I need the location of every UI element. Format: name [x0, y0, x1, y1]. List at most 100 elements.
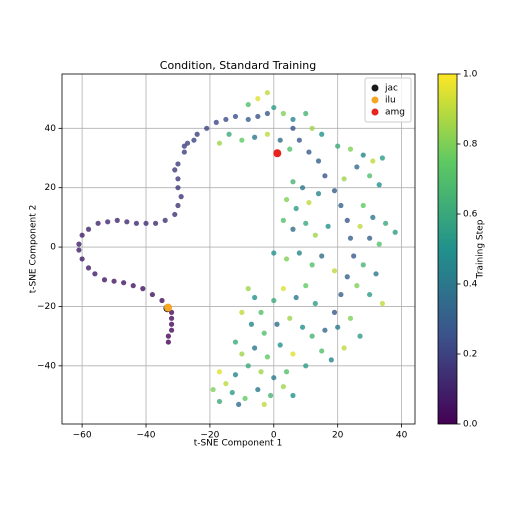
point: [274, 321, 280, 327]
point: [149, 291, 156, 298]
point: [168, 309, 175, 315]
point: [309, 262, 315, 268]
x-axis-label: t-SNE Component 1: [194, 439, 283, 449]
point: [303, 363, 309, 369]
point: [159, 297, 165, 304]
point: [309, 125, 315, 131]
point: [283, 256, 290, 262]
point: [296, 137, 302, 143]
point: [92, 271, 98, 277]
point: [290, 392, 296, 399]
point: [354, 283, 360, 289]
point: [175, 202, 181, 209]
point: [245, 363, 251, 369]
point: [322, 173, 328, 179]
point: [325, 223, 331, 229]
point: [277, 137, 283, 143]
point: [172, 167, 178, 173]
point: [76, 247, 82, 253]
legend-marker: [371, 96, 379, 104]
colorbar-tick-label: 0.4: [463, 280, 478, 290]
point: [101, 277, 108, 283]
point: [299, 185, 306, 191]
point: [367, 173, 373, 179]
point: [370, 214, 376, 220]
point: [232, 372, 239, 378]
point: [168, 321, 175, 327]
point: [255, 386, 261, 393]
point: [252, 345, 258, 351]
point: [226, 131, 232, 137]
point: [172, 211, 178, 218]
point: [242, 395, 248, 402]
colorbar-tick-label: 0.2: [463, 350, 477, 360]
x-tick-label: 40: [396, 431, 408, 441]
point: [306, 149, 312, 155]
point: [293, 294, 299, 301]
point: [165, 333, 171, 339]
point: [252, 294, 258, 301]
point: [360, 262, 366, 268]
point: [264, 131, 271, 137]
point: [351, 253, 357, 259]
point: [204, 125, 210, 131]
y-tick-label: 20: [45, 183, 57, 193]
colorbar-tick-label: 0.6: [463, 210, 478, 220]
y-tick-label: −20: [37, 302, 56, 312]
colorbar-tick-label: 0.8: [463, 140, 478, 150]
point: [347, 146, 354, 152]
point: [354, 164, 360, 170]
point: [245, 101, 251, 108]
point: [245, 286, 251, 292]
point: [85, 265, 92, 271]
point: [95, 220, 101, 226]
point: [114, 217, 120, 223]
point: [232, 339, 239, 345]
point: [79, 232, 85, 238]
highlight-point: [164, 303, 173, 312]
x-tick-label: −40: [137, 431, 156, 441]
point: [261, 330, 267, 336]
point: [335, 143, 341, 149]
point: [319, 253, 325, 259]
point: [133, 220, 140, 226]
point: [168, 315, 175, 321]
point: [373, 271, 379, 277]
point: [360, 152, 366, 158]
point: [213, 119, 219, 125]
point: [299, 324, 306, 330]
point: [245, 116, 251, 123]
point: [175, 185, 181, 191]
x-tick-label: 20: [332, 431, 344, 441]
point: [216, 398, 223, 405]
point: [216, 140, 223, 146]
point: [309, 333, 315, 339]
point: [392, 229, 398, 235]
point: [379, 155, 386, 161]
plot-frame: [61, 73, 416, 425]
point: [280, 217, 286, 223]
point: [191, 137, 197, 143]
legend-marker: [371, 84, 379, 92]
point: [271, 297, 277, 304]
point: [239, 351, 245, 357]
point: [232, 113, 239, 120]
point: [357, 223, 363, 229]
point: [210, 386, 216, 393]
point: [264, 110, 271, 117]
point: [315, 191, 322, 197]
point: [331, 188, 338, 194]
point: [290, 179, 296, 185]
point: [290, 351, 296, 357]
point: [376, 241, 382, 247]
point: [303, 283, 309, 289]
point: [344, 217, 350, 223]
point: [258, 369, 264, 375]
point: [264, 354, 271, 360]
y-tick-label: 40: [45, 124, 57, 134]
point: [280, 383, 286, 390]
point: [293, 205, 299, 212]
point: [335, 324, 341, 330]
point: [140, 286, 146, 292]
